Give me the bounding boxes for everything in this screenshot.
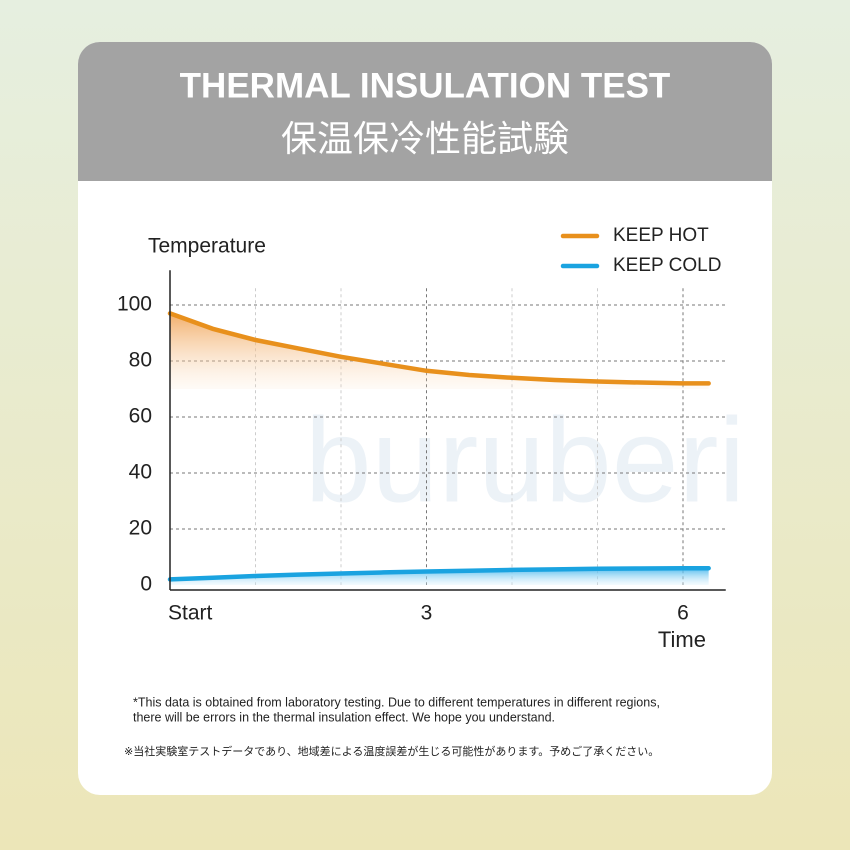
x-tick-label: 6 [677, 602, 689, 625]
subtitle: 保温保冷性能試験 [281, 119, 569, 160]
y-tick-label: 0 [140, 573, 152, 596]
y-tick-label: 100 [117, 293, 152, 316]
note: ※当社実験室テストデータであり、地域差による温度誤差が生じる可能性があります。予… [124, 744, 659, 758]
x-tick-label: Start [168, 602, 213, 625]
y-tick-label: 60 [129, 405, 152, 428]
header-band [78, 42, 772, 181]
y-tick-label: 40 [129, 461, 152, 484]
line [167, 565, 711, 582]
legend-label: KEEP COLD [613, 255, 721, 276]
x-axis-label: Time [658, 627, 706, 652]
area [170, 568, 709, 585]
card [78, 42, 772, 795]
legend-label: KEEP HOT [613, 225, 709, 246]
line [167, 311, 711, 386]
y-tick-label: 20 [129, 517, 152, 540]
footnote: *This data is obtained from laboratory t… [133, 695, 660, 709]
y-axis-label: Temperature [148, 235, 266, 258]
plot: 0 20 40 60 80 100 Start 3 6 KEEP HOT KEEP COLD [117, 225, 726, 625]
footnote: there will be errors in the thermal insu… [133, 710, 555, 724]
title: THERMAL INSULATION TEST [180, 66, 671, 105]
x-tick-label: 3 [421, 602, 433, 625]
area [170, 313, 709, 389]
y-tick-label: 80 [129, 349, 152, 372]
watermark: buruberi [305, 394, 745, 528]
